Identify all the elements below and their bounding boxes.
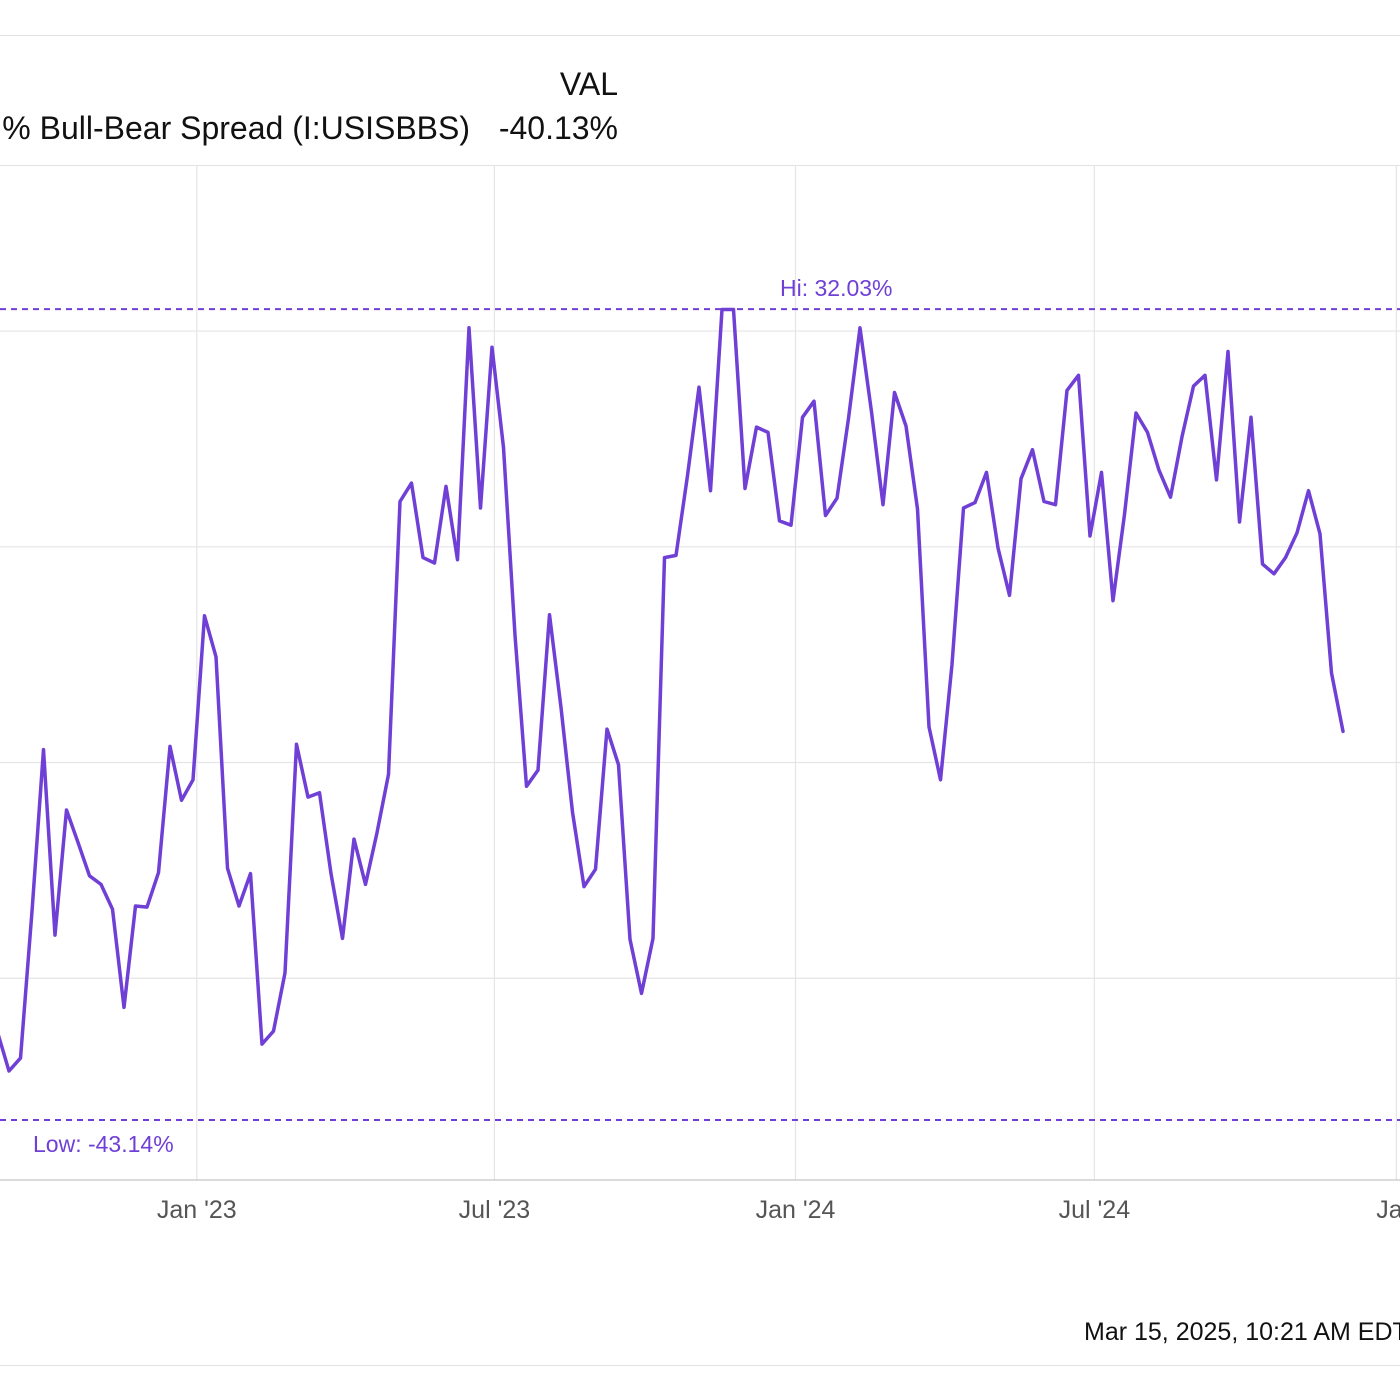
x-axis: Jan '23 Jul '23 Jan '24 Jul '24 Jan [0,1179,1400,1224]
x-tick-label: Jan [1376,1196,1400,1224]
series-line [0,307,1345,1073]
hi-label: Hi: 32.03% [780,275,893,301]
horizontal-gridlines [0,330,1400,979]
footer-divider [0,1365,1400,1366]
legend-series-name[interactable]: nt, % Bull-Bear Spread (I:USISBBS) [0,110,470,146]
line-chart[interactable]: Hi: 32.03%Low: -43.14% Jan '23 Jul '23 Jan… [0,166,1400,1226]
legend-header: VAL [559,66,618,102]
x-tick-label: Jan '23 [157,1196,237,1224]
vertical-gridlines [196,166,1397,1180]
footer-timestamp: Mar 15, 2025, 10:21 AM EDT Po [1084,1318,1400,1346]
low-label: Low: -43.14% [33,1131,174,1157]
legend-series-value: -40.13% [498,110,618,146]
x-tick-label: Jul '23 [459,1196,530,1224]
series-layer [0,307,1345,1073]
hi-low-reference-lines: Hi: 32.03% Low: -43.14% [0,275,1400,1157]
top-divider [0,35,1400,36]
x-tick-label: Jan '24 [756,1196,836,1224]
x-tick-label: Jul '24 [1059,1196,1131,1224]
legend-divider [0,165,1400,166]
